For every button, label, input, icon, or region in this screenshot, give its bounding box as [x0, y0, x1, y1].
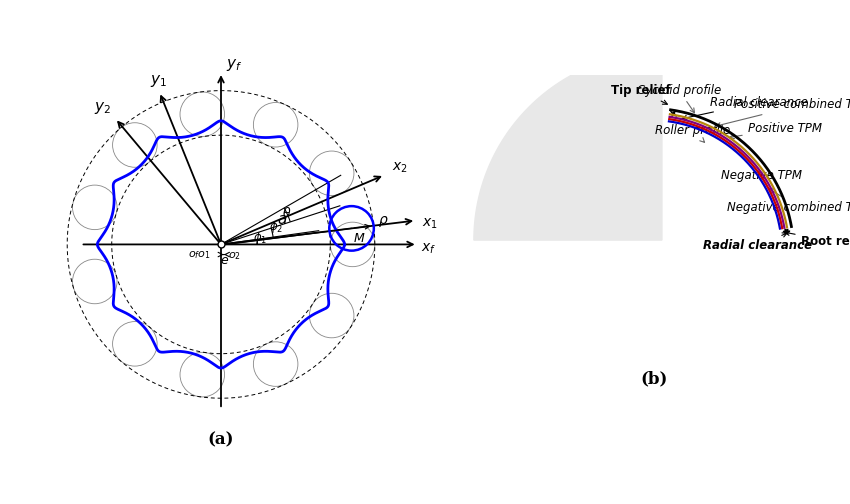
Text: $y_2$: $y_2$	[94, 100, 110, 116]
Text: Positive TPM: Positive TPM	[730, 122, 822, 139]
Text: Tip relief: Tip relief	[610, 84, 671, 104]
Text: $\rho$: $\rho$	[377, 214, 388, 229]
Text: $\phi_2$: $\phi_2$	[269, 219, 283, 235]
Polygon shape	[474, 52, 662, 240]
Text: $a$: $a$	[277, 212, 287, 227]
Text: (b): (b)	[641, 370, 668, 387]
Text: Radial clearance: Radial clearance	[703, 233, 812, 253]
Text: $\theta$: $\theta$	[281, 206, 291, 220]
Text: $x_f$: $x_f$	[422, 241, 437, 256]
Text: Radial clearance: Radial clearance	[683, 96, 808, 120]
Text: (a): (a)	[207, 432, 235, 449]
Text: Cycloid profile: Cycloid profile	[637, 84, 721, 113]
Text: $y_1$: $y_1$	[150, 73, 167, 89]
Text: Roller profile: Roller profile	[654, 124, 730, 142]
Text: $y_f$: $y_f$	[226, 57, 242, 74]
Text: $o_f o_1$: $o_f o_1$	[188, 249, 211, 262]
Text: $o_2$: $o_2$	[228, 250, 241, 263]
Text: Root relief: Root relief	[785, 231, 850, 248]
Text: $M$: $M$	[353, 231, 365, 244]
Text: Positive combined TPM: Positive combined TPM	[716, 98, 850, 127]
Text: $\phi_1$: $\phi_1$	[253, 230, 268, 246]
Text: Negative combined TPM: Negative combined TPM	[727, 188, 850, 214]
Text: $x_1$: $x_1$	[422, 217, 438, 231]
Text: $e$: $e$	[220, 254, 230, 267]
Text: Negative TPM: Negative TPM	[721, 169, 802, 182]
Text: $x_2$: $x_2$	[393, 160, 408, 174]
